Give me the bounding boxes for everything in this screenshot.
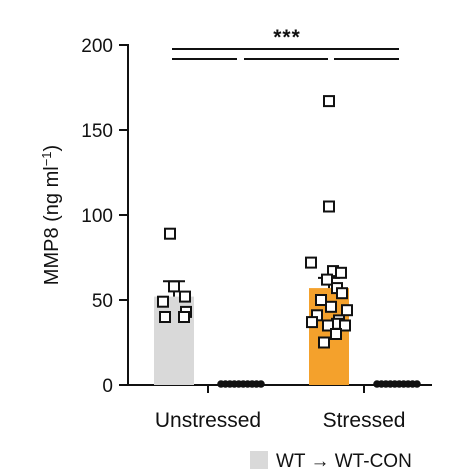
data-point-square bbox=[341, 304, 353, 317]
data-point-square bbox=[322, 319, 334, 332]
data-point-square bbox=[168, 280, 180, 293]
y-axis-label: MMP8 (ng ml−1) bbox=[39, 145, 63, 285]
data-point-square bbox=[164, 227, 176, 240]
data-point-square bbox=[159, 311, 171, 323]
data-point-dot bbox=[257, 380, 265, 388]
x-tick-label: Stressed bbox=[323, 409, 406, 432]
data-point-square bbox=[336, 287, 348, 300]
y-tick-label: 150 bbox=[81, 121, 113, 142]
data-point-square bbox=[157, 295, 169, 308]
data-point-square bbox=[306, 316, 318, 329]
x-tick-label: Unstressed bbox=[155, 409, 261, 432]
data-point-dot bbox=[413, 380, 421, 388]
data-point-square bbox=[179, 290, 191, 303]
legend-label: WT → WT-CON bbox=[276, 451, 412, 472]
legend-swatch bbox=[250, 451, 268, 469]
data-point-square bbox=[325, 300, 337, 313]
y-tick-label: 50 bbox=[92, 291, 113, 312]
significance-label: *** bbox=[273, 26, 301, 49]
data-points bbox=[157, 95, 421, 388]
data-point-square bbox=[339, 319, 351, 332]
data-point-square bbox=[315, 294, 327, 306]
data-point-square bbox=[323, 95, 335, 108]
data-point-square bbox=[318, 336, 330, 349]
data-point-square bbox=[321, 273, 333, 286]
data-point-square bbox=[305, 256, 317, 269]
data-point-square bbox=[330, 328, 342, 340]
significance-brackets bbox=[172, 48, 399, 60]
y-tick-label: 200 bbox=[81, 36, 113, 57]
axes: 0 50 100 150 200 Unstressed Stressed bbox=[81, 36, 432, 432]
y-tick-label: 100 bbox=[81, 206, 113, 227]
data-point-square bbox=[178, 311, 190, 323]
y-tick-label: 0 bbox=[102, 376, 113, 397]
data-point-square bbox=[323, 200, 335, 213]
data-point-square bbox=[335, 266, 347, 279]
